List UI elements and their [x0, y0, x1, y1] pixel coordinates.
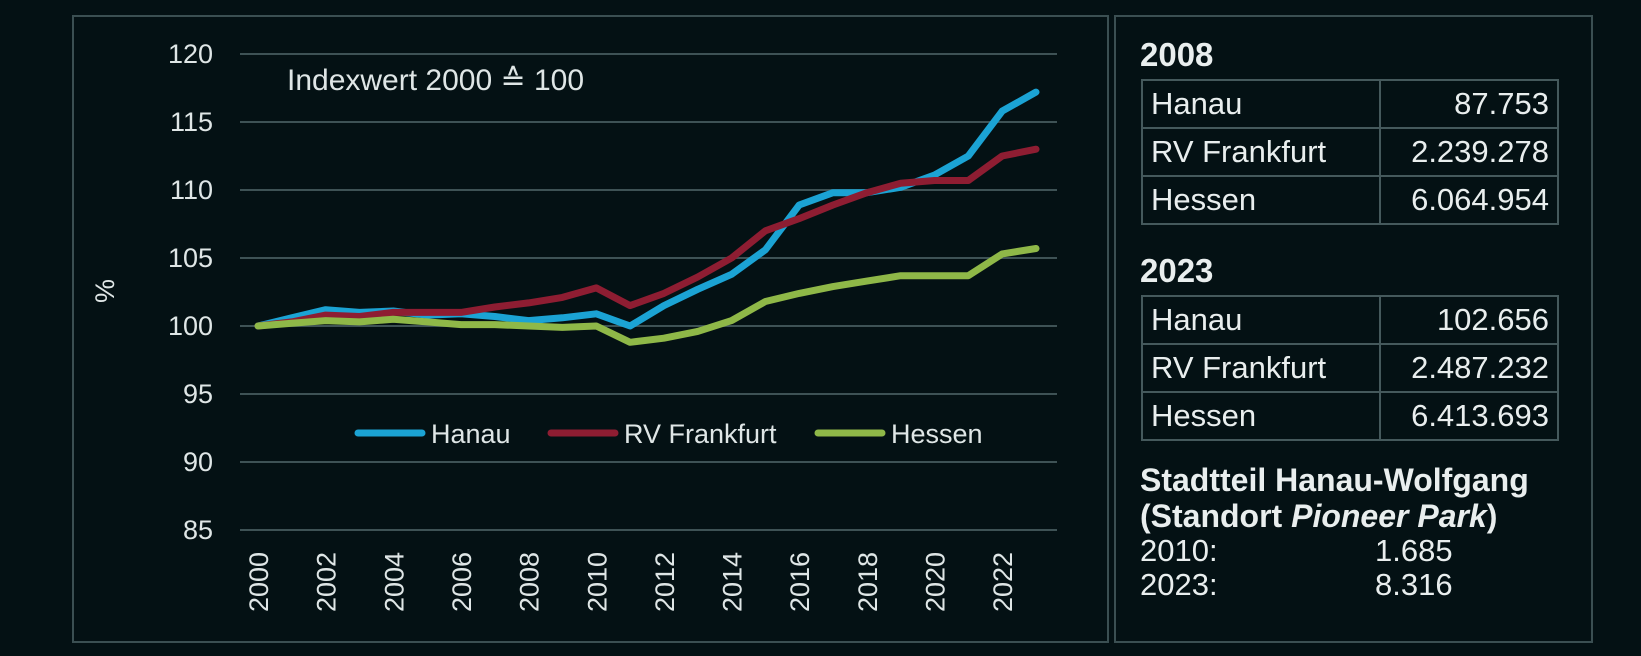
x-tick-label: 2020: [921, 552, 951, 612]
row-name: Hanau: [1141, 295, 1381, 345]
legend: Hanau RV Frankfurt Hessen: [354, 419, 983, 449]
row-name: Hanau: [1141, 79, 1381, 129]
chart-panel: [72, 15, 1109, 643]
x-tick-label: 2008: [515, 552, 545, 612]
district-subtitle-suffix: ): [1486, 498, 1498, 534]
legend-label: RV Frankfurt: [624, 419, 777, 449]
district-row-value: 8.316: [1375, 567, 1453, 602]
district-subtitle: (Standort Pioneer Park): [1140, 498, 1529, 534]
district-row: 2023: 8.316: [1140, 568, 1529, 602]
legend-label: Hessen: [891, 419, 983, 449]
x-tick-label: 2018: [853, 552, 883, 612]
legend-label: Hanau: [431, 419, 511, 449]
y-axis-ticks: 85 90 95 100 105 110 115 120: [168, 39, 213, 545]
row-name: RV Frankfurt: [1141, 343, 1381, 393]
x-tick-label: 2010: [582, 552, 612, 612]
population-table-2023: Hanau 102.656 RV Frankfurt 2.487.232 Hes…: [1141, 295, 1559, 441]
row-value: 87.753: [1379, 79, 1559, 129]
row-name: Hessen: [1141, 391, 1381, 441]
district-row-value: 1.685: [1375, 533, 1453, 568]
x-tick-label: 2014: [718, 552, 748, 612]
table-year-heading: 2023: [1140, 252, 1214, 289]
y-tick-label: 100: [168, 311, 213, 341]
series-lines: [254, 88, 1040, 346]
x-tick-label: 2000: [244, 552, 274, 612]
table-row: Hanau 102.656: [1141, 295, 1559, 345]
x-tick-label: 2006: [447, 552, 477, 612]
district-subtitle-italic: Pioneer Park: [1291, 498, 1487, 534]
x-tick-label: 2002: [312, 552, 342, 612]
table-row: Hessen 6.413.693: [1141, 391, 1559, 441]
table-row: RV Frankfurt 2.487.232: [1141, 343, 1559, 393]
series-line-2: [254, 245, 1040, 346]
x-tick-label: 2012: [650, 552, 680, 612]
y-tick-label: 85: [183, 515, 213, 545]
x-tick-label: 2004: [379, 552, 409, 612]
district-title: Stadtteil Hanau-Wolfgang: [1140, 462, 1529, 498]
row-value: 6.413.693: [1379, 391, 1559, 441]
row-value: 102.656: [1379, 295, 1559, 345]
district-info: Stadtteil Hanau-Wolfgang (Standort Pione…: [1140, 462, 1529, 602]
y-tick-label: 105: [168, 243, 213, 273]
district-subtitle-prefix: (Standort: [1140, 498, 1292, 534]
row-value: 2.239.278: [1379, 127, 1559, 177]
series-line-1: [254, 145, 1040, 330]
population-table-2008: Hanau 87.753 RV Frankfurt 2.239.278 Hess…: [1141, 79, 1559, 225]
x-tick-label: 2022: [988, 552, 1018, 612]
table-year-heading: 2008: [1140, 36, 1214, 73]
series-line-0: [254, 88, 1040, 330]
side-panel: [1114, 15, 1593, 643]
table-row: Hessen 6.064.954: [1141, 175, 1559, 225]
y-axis-label: %: [90, 279, 120, 303]
row-value: 2.487.232: [1379, 343, 1559, 393]
row-value: 6.064.954: [1379, 175, 1559, 225]
y-tick-label: 120: [168, 39, 213, 69]
y-tick-label: 90: [183, 447, 213, 477]
district-row: 2010: 1.685: [1140, 534, 1529, 568]
chart-annotation: Indexwert 2000 ≙ 100: [287, 64, 584, 97]
x-axis-ticks: 2000 2002 2004 2006 2008 2010 2012 2014 2016 2018…: [244, 552, 1018, 612]
table-row: Hanau 87.753: [1141, 79, 1559, 129]
row-name: RV Frankfurt: [1141, 127, 1381, 177]
row-name: Hessen: [1141, 175, 1381, 225]
y-tick-label: 115: [170, 107, 213, 137]
district-row-label: 2023:: [1140, 567, 1218, 602]
table-row: RV Frankfurt 2.239.278: [1141, 127, 1559, 177]
gridlines: [240, 53, 1057, 531]
y-tick-label: 95: [183, 379, 213, 409]
y-tick-label: 110: [170, 175, 213, 205]
x-tick-label: 2016: [785, 552, 815, 612]
district-row-label: 2010:: [1140, 533, 1218, 568]
